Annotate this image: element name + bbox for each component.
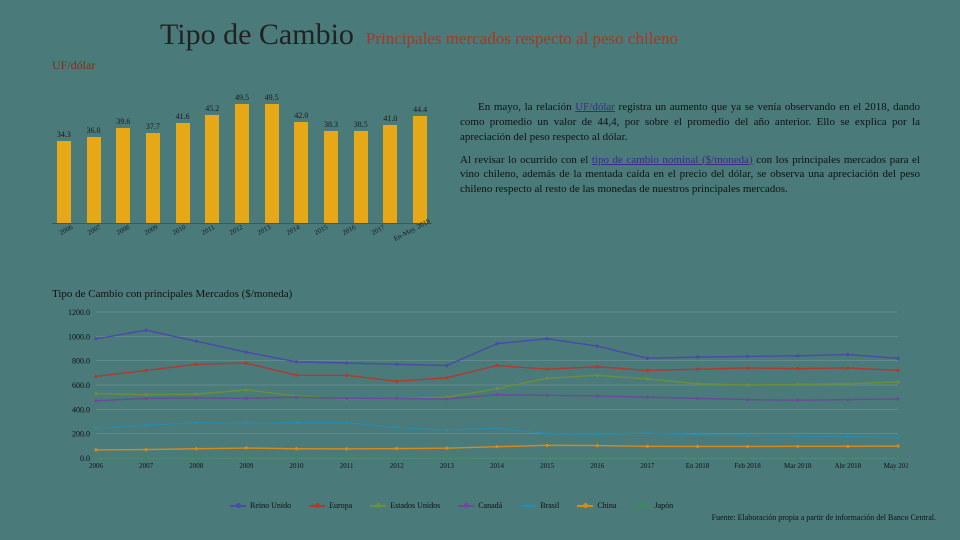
bar: [57, 141, 71, 223]
legend-swatch: [309, 505, 325, 507]
svg-text:2012: 2012: [390, 462, 405, 470]
svg-text:2014: 2014: [490, 462, 505, 470]
bar: [413, 116, 427, 223]
bar-col: 37.7: [141, 122, 165, 223]
bar-col: 38.3: [319, 120, 343, 223]
bar-value: 36.0: [87, 126, 101, 135]
source-note: Fuente: Elaboración propia a partir de i…: [712, 513, 936, 522]
bar-x-labels: 2006200720082009201020112012201320142015…: [52, 226, 432, 234]
svg-text:2008: 2008: [189, 462, 204, 470]
legend-swatch: [577, 505, 593, 507]
svg-text:2015: 2015: [540, 462, 555, 470]
bar-value: 42.0: [294, 111, 308, 120]
svg-text:2009: 2009: [239, 462, 254, 470]
bar-col: 38.5: [349, 120, 373, 223]
svg-text:2017: 2017: [640, 462, 655, 470]
legend-swatch: [230, 505, 246, 507]
bar: [383, 125, 397, 223]
bar-col: 36.0: [82, 126, 106, 223]
bar-value: 44.4: [413, 105, 427, 114]
bar-chart: 34.3 36.0 39.6 37.7 41.6 45.2 49.5 49.5 42.0 38.3…: [52, 84, 432, 224]
legend: Reino Unido Europa Estados Unidos Canadá Bra…: [230, 501, 750, 510]
bar-value: 39.6: [116, 117, 130, 126]
svg-text:Mar 2018: Mar 2018: [784, 462, 812, 470]
bar-value: 41.0: [383, 114, 397, 123]
legend-label: Japón: [654, 501, 673, 510]
bar-col: 34.3: [52, 130, 76, 223]
bar-col: 41.6: [171, 112, 195, 223]
bar: [354, 131, 368, 223]
line-chart-title: Tipo de Cambio con principales Mercados …: [52, 288, 292, 300]
bar: [116, 128, 130, 223]
bar-col: 49.5: [230, 93, 254, 223]
svg-text:2013: 2013: [440, 462, 455, 470]
legend-label: Canadá: [478, 501, 502, 510]
legend-label: Europa: [329, 501, 352, 510]
svg-text:2007: 2007: [139, 462, 154, 470]
svg-text:1200.0: 1200.0: [68, 308, 90, 317]
bar-value: 38.3: [324, 120, 338, 129]
legend-item: Canadá: [458, 501, 502, 510]
bar: [146, 133, 160, 223]
bar: [265, 104, 279, 223]
body-text: En mayo, la relación UF/dólar registra u…: [460, 100, 920, 205]
bar: [87, 137, 101, 223]
svg-text:Abr 2018: Abr 2018: [835, 462, 862, 470]
bar-value: 38.5: [354, 120, 368, 129]
svg-text:En 2018: En 2018: [686, 462, 710, 470]
page-subtitle: Principales mercados respecto al peso ch…: [366, 29, 678, 49]
svg-text:2006: 2006: [89, 462, 104, 470]
bar-col: 45.2: [200, 104, 224, 223]
svg-text:2010: 2010: [290, 462, 305, 470]
svg-text:200.0: 200.0: [72, 430, 90, 439]
page-title: Tipo de Cambio: [160, 18, 354, 52]
bar-col: 44.4: [408, 105, 432, 223]
bar: [235, 104, 249, 223]
svg-text:2016: 2016: [590, 462, 605, 470]
legend-item: Brasil: [520, 501, 559, 510]
bar-col: 49.5: [260, 93, 284, 223]
legend-item: China: [577, 501, 616, 510]
bar: [176, 123, 190, 223]
svg-text:600.0: 600.0: [72, 381, 90, 390]
bar: [294, 122, 308, 223]
bar-value: 49.5: [265, 93, 279, 102]
bar-value: 37.7: [146, 122, 160, 131]
legend-swatch: [458, 505, 474, 507]
link-uf-dolar[interactable]: UF/dólar: [575, 101, 615, 113]
bar: [205, 115, 219, 223]
legend-item: Europa: [309, 501, 352, 510]
svg-text:2011: 2011: [340, 462, 354, 470]
svg-text:Feb 2018: Feb 2018: [735, 462, 762, 470]
bar-col: 39.6: [111, 117, 135, 223]
bar: [324, 131, 338, 223]
bar-value: 49.5: [235, 93, 249, 102]
legend-label: China: [597, 501, 616, 510]
legend-item: Reino Unido: [230, 501, 291, 510]
bar-col: 42.0: [290, 111, 314, 223]
bar-value: 34.3: [57, 130, 71, 139]
svg-text:May 2018: May 2018: [884, 462, 908, 470]
bar-axis-label: UF/dólar: [52, 58, 95, 73]
legend-swatch: [634, 505, 650, 507]
legend-item: Estados Unidos: [370, 501, 440, 510]
legend-label: Brasil: [540, 501, 559, 510]
legend-swatch: [520, 505, 536, 507]
bar-value: 45.2: [205, 104, 219, 113]
legend-label: Estados Unidos: [390, 501, 440, 510]
line-chart: 0.0200.0400.0600.0800.01000.01200.020062…: [52, 306, 908, 486]
bar-col: 41.0: [379, 114, 403, 223]
link-tipo-cambio[interactable]: tipo de cambio nominal ($/moneda): [592, 154, 753, 166]
bar-value: 41.6: [176, 112, 190, 121]
legend-item: Japón: [634, 501, 673, 510]
legend-swatch: [370, 505, 386, 507]
svg-text:800.0: 800.0: [72, 357, 90, 366]
legend-label: Reino Unido: [250, 501, 291, 510]
svg-text:1000.0: 1000.0: [68, 332, 90, 341]
svg-text:400.0: 400.0: [72, 405, 90, 414]
